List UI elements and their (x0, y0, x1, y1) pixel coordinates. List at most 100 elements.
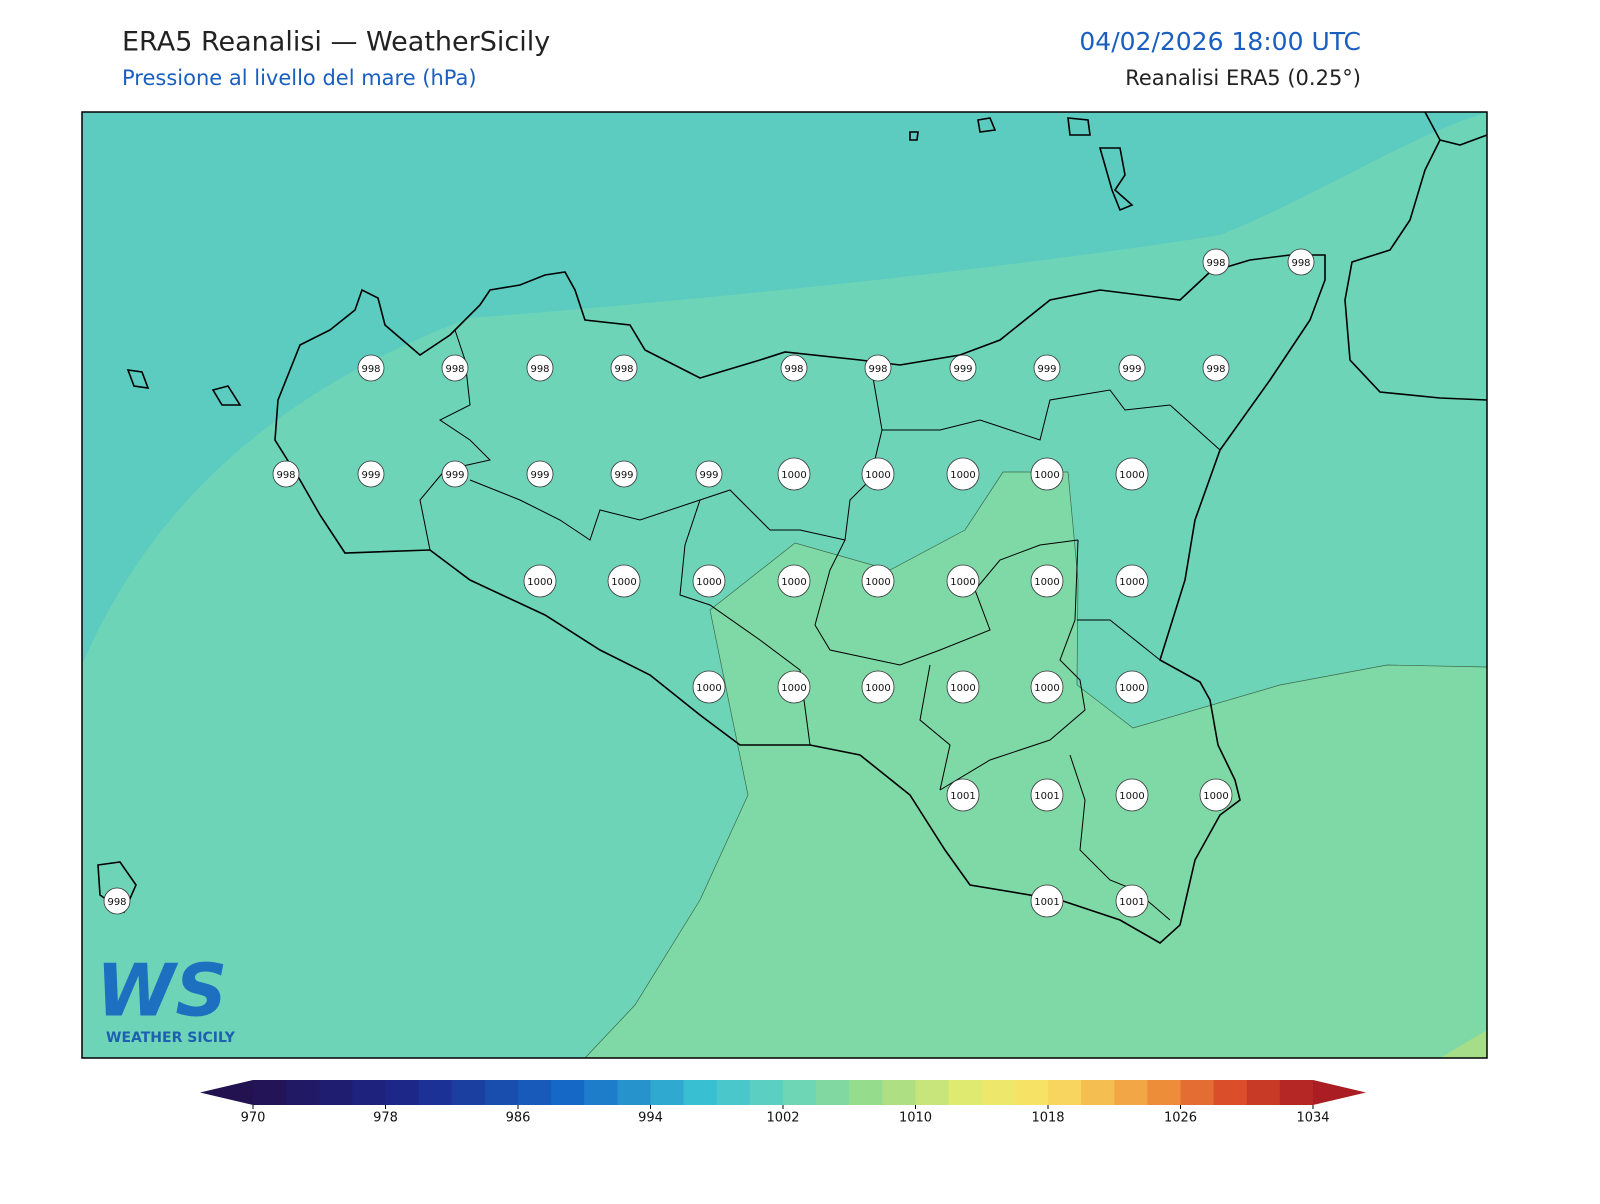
colorbar-band (948, 1080, 983, 1105)
logo-mark: WS (96, 949, 227, 1033)
station-marker (777, 670, 811, 704)
colorbar-band (981, 1080, 1016, 1105)
station-value: 1000 (696, 683, 721, 694)
station-marker (526, 354, 554, 382)
colorbar-band (617, 1080, 651, 1105)
station-value: 998 (614, 364, 633, 375)
station-marker (610, 354, 638, 382)
station-marker (357, 460, 385, 488)
colorbar-band (716, 1080, 751, 1105)
colorbar-tick-label: 1010 (899, 1111, 932, 1126)
station-value: 1001 (1034, 897, 1059, 908)
source: Reanalisi ERA5 (0.25°) (1125, 66, 1361, 90)
station-value: 1000 (865, 470, 890, 481)
colorbar-band (1114, 1080, 1148, 1105)
station-marker (1202, 248, 1230, 276)
colorbar-band (319, 1080, 353, 1105)
station-value: 998 (1206, 364, 1225, 375)
subtitle: Pressione al livello del mare (hPa) (122, 66, 477, 90)
station-value: 998 (784, 364, 803, 375)
station-value: 1000 (1119, 683, 1144, 694)
station-marker (610, 460, 638, 488)
station-marker (103, 887, 131, 915)
datetime: 04/02/2026 18:00 UTC (1079, 27, 1361, 56)
station-marker (1030, 884, 1064, 918)
map-frame (81, 111, 1488, 1059)
station-value: 1000 (781, 577, 806, 588)
station-marker (526, 460, 554, 488)
station-marker (1199, 778, 1233, 812)
station-value: 1000 (865, 683, 890, 694)
station-value: 1001 (1119, 897, 1144, 908)
colorbar-band (1213, 1080, 1248, 1105)
colorbar-band (418, 1080, 453, 1105)
station-marker (946, 778, 980, 812)
station-value: 1000 (781, 683, 806, 694)
colorbar-tick-label: 970 (241, 1111, 266, 1126)
title: ERA5 Reanalisi — WeatherSicily (122, 27, 550, 58)
colorbar: 970 978 986 994 1002 1010 1018 1026 1034 (200, 1080, 1366, 1126)
station-marker (946, 564, 980, 598)
station-value: 1000 (1203, 791, 1228, 802)
station-marker (1115, 564, 1149, 598)
station-value: 998 (1291, 258, 1310, 269)
logo-text: WEATHER SICILY (106, 1030, 236, 1046)
colorbar-extend-low (200, 1080, 253, 1105)
colorbar-band (816, 1080, 850, 1105)
colorbar-tick-label: 1018 (1031, 1111, 1064, 1126)
station-value: 1000 (950, 577, 975, 588)
station-value: 998 (1206, 258, 1225, 269)
station-value: 998 (868, 364, 887, 375)
colorbar-band (286, 1080, 320, 1105)
colorbar-tick-label: 1002 (766, 1111, 799, 1126)
station-value: 999 (699, 470, 718, 481)
station-marker (1115, 457, 1149, 491)
logo: WS WEATHER SICILY (96, 949, 236, 1046)
colorbar-band (1147, 1080, 1181, 1105)
station-marker (607, 564, 641, 598)
colorbar-band (849, 1080, 883, 1105)
station-marker (692, 670, 726, 704)
station-value: 1000 (527, 577, 552, 588)
colorbar-band (1246, 1080, 1281, 1105)
colorbar-tick-label: 1026 (1164, 1111, 1197, 1126)
province-borders (419, 329, 1221, 921)
station-labels: 998 998 998 998 998 998 998 998 999 999 999 998 998 9… (103, 248, 1315, 918)
station-value: 998 (445, 364, 464, 375)
station-marker (1202, 354, 1230, 382)
station-value: 999 (1122, 364, 1141, 375)
station-marker (861, 564, 895, 598)
station-marker (777, 457, 811, 491)
station-marker (1115, 778, 1149, 812)
colorbar-tick-label: 986 (506, 1111, 531, 1126)
station-marker (777, 564, 811, 598)
station-value: 1000 (781, 470, 806, 481)
station-value: 1000 (1119, 791, 1144, 802)
station-marker (946, 670, 980, 704)
station-value: 1000 (1119, 577, 1144, 588)
colorbar-band (915, 1080, 950, 1105)
station-marker (1033, 354, 1061, 382)
station-value: 1000 (696, 577, 721, 588)
colorbar-band (518, 1080, 552, 1105)
station-value: 1000 (1034, 577, 1059, 588)
station-value: 998 (276, 470, 295, 481)
station-value: 1001 (950, 791, 975, 802)
station-value: 1000 (865, 577, 890, 588)
colorbar-band (683, 1080, 718, 1105)
station-marker (780, 354, 808, 382)
station-value: 999 (614, 470, 633, 481)
station-marker (695, 460, 723, 488)
station-marker (441, 354, 469, 382)
colorbar-band (451, 1080, 486, 1105)
station-value: 1000 (950, 470, 975, 481)
station-marker (523, 564, 557, 598)
station-value: 998 (530, 364, 549, 375)
colorbar-band (584, 1080, 618, 1105)
colorbar-band (1014, 1080, 1049, 1105)
station-marker (272, 460, 300, 488)
station-marker (861, 457, 895, 491)
station-value: 1000 (611, 577, 636, 588)
colorbar-band (749, 1080, 784, 1105)
